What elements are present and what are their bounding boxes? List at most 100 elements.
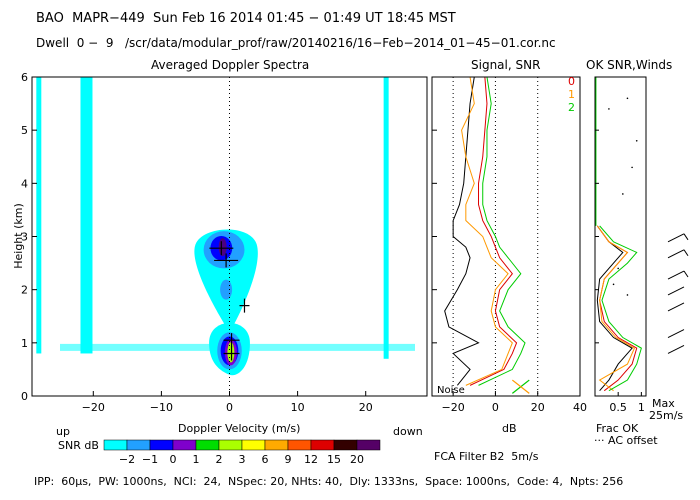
winds-series-1 [596, 225, 636, 392]
ac-offset-dot [626, 294, 629, 296]
x-tick-label: 0 [226, 401, 233, 414]
x-tick-label: 0 [492, 401, 499, 414]
ac-offset-dot [608, 108, 610, 110]
wind-barb [667, 329, 685, 338]
ac-offset-dot [622, 193, 624, 195]
colorbar-swatch [149, 439, 174, 451]
echo-upper-peak [218, 238, 227, 257]
colorbar-tick-label: 20 [350, 453, 364, 466]
signal-series-2 [478, 76, 526, 386]
legend-entry-1: 1 [568, 88, 575, 101]
signal-series-1 [461, 76, 513, 386]
ac-offset-dot [612, 283, 615, 286]
signal-xlabel: dB [502, 422, 517, 435]
x-tick-label: 40 [573, 401, 587, 414]
winds-title: OK SNR,Winds [586, 58, 673, 72]
signal-frame [431, 76, 581, 397]
ac-offset-dot [631, 166, 633, 169]
colorbar-swatch [356, 439, 381, 451]
colorbar-swatch [126, 439, 151, 451]
signal-panel: −20 0 20 40 [431, 76, 587, 414]
x-tick-label: −10 [150, 401, 173, 414]
colorbar-swatch [218, 439, 243, 451]
up-label: up [56, 425, 70, 438]
ac-offset-dot [635, 140, 638, 142]
colorbar-tick-label: 1 [193, 453, 200, 466]
colorbar-tick-label: 12 [304, 453, 318, 466]
wind-barb [667, 270, 685, 280]
header-title: BAO MAPR−449 Sun Feb 16 2014 01:45 − 01:… [36, 11, 456, 26]
wind-barb [667, 302, 685, 312]
signal-title: Signal, SNR [471, 58, 541, 72]
legend-entry-0: 0 [568, 75, 575, 88]
y-tick-label: 4 [21, 177, 28, 190]
header-dwell: Dwell 0 − 9 /scr/data/modular_prof/raw/2… [36, 36, 556, 50]
y-tick-label: 0 [21, 390, 28, 403]
wind-barb-flag [683, 249, 689, 257]
colorbar-tick-label: 9 [285, 453, 292, 466]
y-tick-label: 3 [21, 231, 28, 244]
clutter-stripe [80, 77, 93, 354]
colorbar-tick-label: 15 [327, 453, 341, 466]
colorbar-tick-label: −2 [119, 453, 135, 466]
spectra-xlabel: Doppler Velocity (m/s) [178, 422, 301, 435]
echo-lower-peak [227, 342, 235, 363]
winds-series-black [596, 225, 633, 392]
winds-series-2 [599, 225, 642, 392]
noise-label: Noise [437, 385, 465, 396]
wind-barb [667, 286, 685, 296]
colorbar-tick-label: 3 [239, 453, 246, 466]
colorbar-tick-label: 6 [262, 453, 269, 466]
x-tick-label: −20 [82, 401, 105, 414]
colorbar: −2 −1 0 1 2 3 6 9 12 15 20 [103, 439, 381, 466]
footer-params: IPP: 60μs, PW: 1000ns, NCI: 24, NSpec: 2… [34, 475, 624, 488]
noise-marker [511, 379, 530, 394]
x-tick-label: −20 [442, 401, 465, 414]
y-tick-label: 2 [21, 284, 28, 297]
y-tick-label: 1 [21, 337, 28, 350]
colorbar-swatch [103, 439, 128, 451]
colorbar-swatch [310, 439, 335, 451]
spectra-title: Averaged Doppler Spectra [151, 58, 310, 72]
x-tick-label: 20 [359, 401, 373, 414]
wind-barb [667, 233, 685, 243]
y-axis-label: Height (km) [12, 203, 25, 269]
colorbar-swatch [264, 439, 289, 451]
winds-frame [594, 76, 647, 397]
ac-offset-dot [626, 97, 629, 100]
legend-entry-2: 2 [568, 101, 575, 114]
wind-barb-flag [683, 233, 689, 241]
colorbar-tick-label: 0 [170, 453, 177, 466]
wind-barb [667, 249, 685, 259]
y-tick-label: 5 [21, 124, 28, 137]
y-tick-label: 6 [21, 71, 28, 84]
fca-filter: FCA Filter B2 5m/s [434, 450, 539, 463]
x-tick-label: 20 [531, 401, 545, 414]
colorbar-swatch [333, 439, 358, 451]
clutter-stripe [36, 77, 42, 354]
x-tick-label: 1 [638, 401, 645, 414]
spectra-panel: 0 1 2 3 4 5 6 Height (km) −20 −10 0 10 20 [12, 71, 428, 414]
x-tick-label: 0.5 [609, 401, 627, 414]
colorbar-swatch [287, 439, 312, 451]
wind-barb-flag [683, 270, 689, 278]
ac-offset-dot [617, 267, 619, 270]
max-label: Max [652, 397, 675, 410]
clutter-stripe [383, 77, 389, 359]
x-tick-label: 10 [291, 401, 305, 414]
colorbar-swatch [195, 439, 220, 451]
colorbar-tick-label: 2 [216, 453, 223, 466]
max-value: 25m/s [649, 409, 684, 422]
ac-offset-label: ··· AC offset [594, 434, 658, 447]
signal-series-signal [444, 76, 480, 386]
signal-series-0 [469, 76, 518, 386]
colorbar-tick-label: −1 [142, 453, 158, 466]
echo-upper-tail [220, 279, 233, 300]
frac-ok-label: Frac OK [596, 422, 639, 435]
colorbar-swatch [172, 439, 197, 451]
colorbar-label: SNR dB [58, 439, 99, 452]
wind-barb [667, 345, 685, 354]
colorbar-swatch [241, 439, 266, 451]
